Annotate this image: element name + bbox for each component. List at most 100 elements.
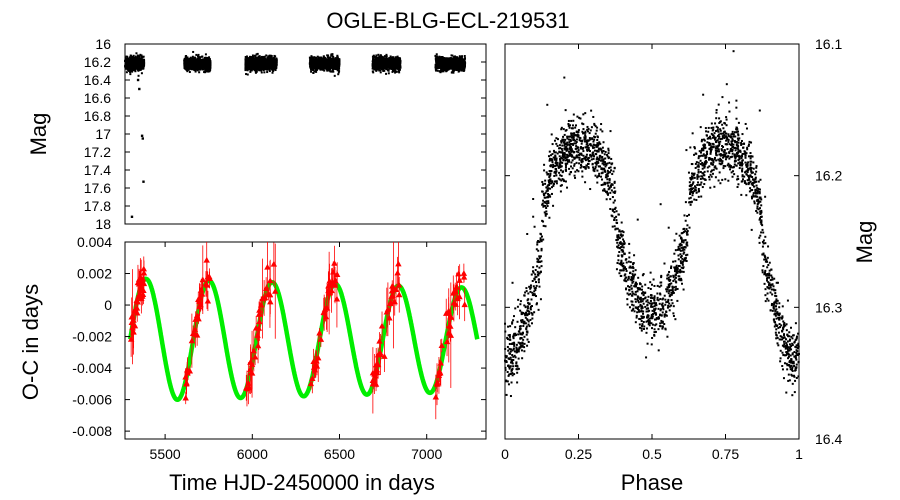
panel1-point	[255, 58, 258, 61]
panel1-point	[451, 54, 454, 57]
panel1-point	[463, 54, 466, 57]
panel1-point	[396, 55, 399, 58]
panel1-point	[449, 57, 452, 60]
panel1-point	[203, 70, 206, 73]
panel1-point	[264, 61, 267, 64]
panel1-point	[322, 65, 325, 68]
panel1-point	[267, 60, 270, 63]
panel1-point	[311, 61, 314, 64]
panel1-point	[375, 61, 378, 64]
panel1-point	[130, 67, 133, 70]
panel1-point	[194, 63, 197, 66]
panel1-point	[313, 56, 316, 59]
panel1-point	[186, 67, 189, 70]
panel1-point	[198, 67, 201, 70]
panel1-point	[127, 64, 130, 67]
panel1-point	[186, 56, 189, 59]
panel1-point	[202, 63, 205, 66]
panel1-point	[198, 57, 201, 60]
panel1-point	[247, 64, 250, 67]
panel1-point	[395, 64, 398, 67]
panel1-point	[263, 66, 266, 69]
panel1-point	[255, 70, 258, 73]
panel1-point	[258, 68, 261, 71]
panel1-point	[125, 60, 128, 63]
panel1-point	[389, 55, 392, 58]
panel1-point	[337, 73, 340, 76]
panel1-point	[314, 70, 317, 73]
panel1-point	[137, 62, 140, 65]
panel1-point	[328, 68, 331, 71]
panel1-point	[135, 57, 138, 60]
panel1-point	[380, 68, 383, 71]
panel1-point	[397, 68, 400, 71]
panel1-point	[131, 67, 134, 70]
panel1-point	[321, 66, 324, 69]
panel1-point	[398, 66, 401, 69]
panel1-point	[398, 63, 401, 66]
panel1-point	[398, 57, 401, 60]
panel1-point	[462, 69, 465, 72]
panel1-point	[194, 66, 197, 69]
panel1-point	[394, 71, 397, 74]
panel1-point	[393, 69, 396, 72]
panel1-point	[260, 71, 263, 74]
panel1-point	[250, 61, 253, 64]
panel1-point	[381, 67, 384, 70]
panel1-point	[332, 58, 335, 61]
panel1-point	[125, 65, 128, 68]
panel1-point	[273, 59, 276, 62]
panel1-point	[397, 70, 400, 73]
panel1-point	[385, 55, 388, 58]
panel1-point	[314, 68, 317, 71]
panel1-point	[127, 62, 130, 65]
panel1-point	[244, 58, 247, 61]
panel1-point	[377, 53, 380, 56]
panel1-point	[246, 62, 249, 65]
panel1-point	[332, 66, 335, 69]
panel1-point	[246, 73, 249, 76]
panel1-point	[270, 65, 273, 68]
panel1-point	[323, 59, 326, 62]
panel1-point	[322, 59, 325, 62]
panel1-point	[138, 56, 141, 59]
panel1-point	[314, 69, 317, 72]
panel1-point	[124, 57, 127, 60]
panel1-point	[388, 65, 391, 68]
panel1-point	[326, 65, 329, 68]
panel1-point	[320, 66, 323, 69]
panel1-point	[130, 59, 133, 62]
panel1-point	[320, 68, 323, 71]
panel1-point	[127, 59, 130, 62]
panel1-point	[187, 62, 190, 65]
panel1-point	[269, 56, 272, 59]
panel1-point	[140, 72, 143, 75]
panel1-point	[189, 56, 192, 59]
panel1-point	[337, 61, 340, 64]
panel1-point	[142, 65, 145, 68]
panel1-point	[393, 63, 396, 66]
panel1-point	[310, 70, 313, 73]
panel1-point	[326, 60, 329, 63]
panel1-point	[195, 53, 198, 56]
panel1-point	[205, 68, 208, 71]
panel1-point	[330, 58, 333, 61]
panel1-point	[190, 66, 193, 69]
panel1-point	[331, 66, 334, 69]
panel1-point	[454, 55, 457, 58]
panel1-point	[387, 72, 390, 75]
panel1-point	[388, 67, 391, 70]
panel1-point	[275, 61, 278, 64]
panel1-point	[318, 63, 321, 66]
panel1-point	[244, 60, 247, 63]
panel1-point	[192, 58, 195, 61]
panel1-frame	[124, 43, 487, 225]
panel1-point	[140, 58, 143, 61]
panel1-point	[383, 61, 386, 64]
panel1-point	[450, 71, 453, 74]
panel1-points	[124, 50, 467, 218]
panel1-point	[247, 57, 250, 60]
panel1-point	[124, 61, 127, 64]
panel1-point	[399, 60, 402, 63]
